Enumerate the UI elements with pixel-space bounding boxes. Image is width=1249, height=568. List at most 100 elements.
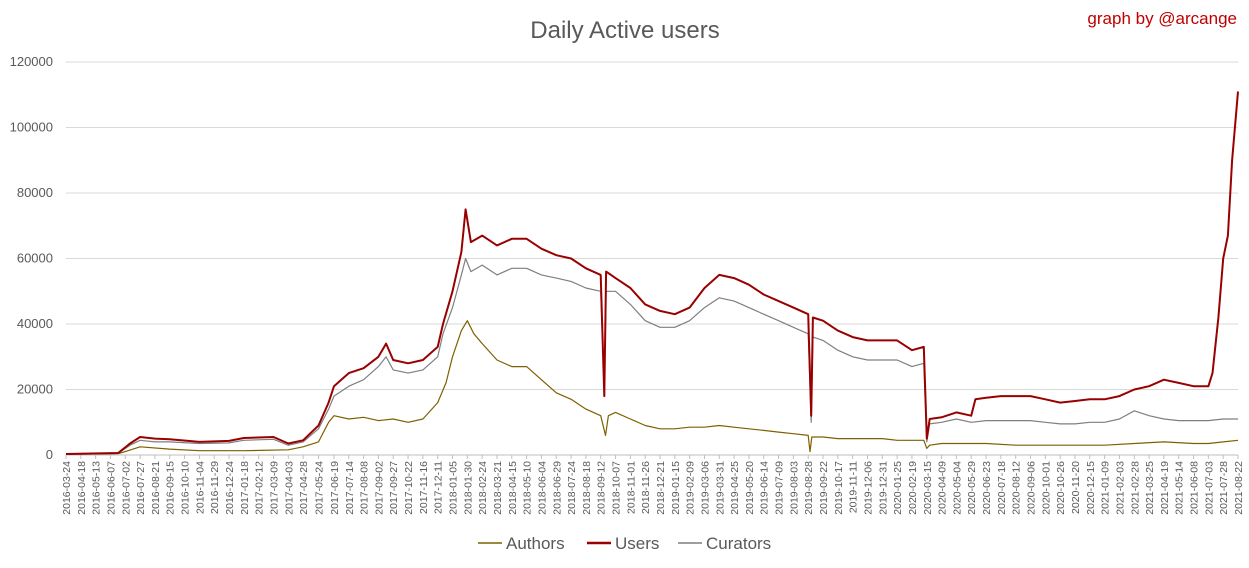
y-tick-label-0: 0 [46,447,53,462]
x-tick-label-2016-07-02: 2016-07-02 [120,461,132,515]
x-tick-label-2021-02-03: 2021-02-03 [1114,461,1126,515]
y-tick-label-80000: 80000 [17,185,53,200]
x-tick-label-2018-10-07: 2018-10-07 [611,461,623,515]
x-tick-label-2021-08-22: 2021-08-22 [1233,461,1245,515]
x-tick-label-2019-10-17: 2019-10-17 [833,461,845,515]
x-tick-label-2017-07-14: 2017-07-14 [344,461,356,515]
x-tick-label-2019-12-31: 2019-12-31 [877,461,889,515]
legend-label-curators: Curators [706,534,771,553]
x-tick-label-2018-11-26: 2018-11-26 [640,461,652,514]
x-axis: 2016-03-24 2016-04-18 2016-05-13 2016-06-07… [61,455,1245,515]
x-tick-label-2018-06-29: 2018-06-29 [551,461,563,515]
x-tick-label-2020-10-01: 2020-10-01 [1040,461,1052,515]
x-tick-label-2017-03-09: 2017-03-09 [268,461,280,515]
series-line-authors [65,320,1239,455]
x-tick-label-2019-05-20: 2019-05-20 [744,461,756,515]
x-tick-label-2019-04-25: 2019-04-25 [729,461,741,515]
x-tick-label-2018-07-24: 2018-07-24 [566,461,578,515]
x-tick-label-2020-02-19: 2020-02-19 [907,461,919,515]
y-tick-label-60000: 60000 [17,251,53,266]
x-tick-label-2017-04-28: 2017-04-28 [298,461,310,515]
x-tick-label-2016-12-24: 2016-12-24 [224,461,236,515]
x-tick-label-2020-03-15: 2020-03-15 [922,461,934,515]
x-tick-label-2019-11-11: 2019-11-11 [848,461,860,513]
x-tick-label-2020-01-25: 2020-01-25 [892,461,904,515]
x-tick-label-2016-08-21: 2016-08-21 [150,461,162,515]
x-tick-label-2019-03-31: 2019-03-31 [714,461,726,515]
y-axis: 0 20000 40000 60000 80000 100000 120000 [10,54,1238,462]
y-tick-label-20000: 20000 [17,382,53,397]
x-tick-label-2020-09-06: 2020-09-06 [1026,461,1038,515]
y-tick-label-120000: 120000 [10,54,53,69]
x-tick-label-2021-07-03: 2021-07-03 [1203,461,1215,515]
x-tick-label-2020-12-15: 2020-12-15 [1085,461,1097,515]
x-tick-label-2018-03-21: 2018-03-21 [492,461,504,515]
x-tick-label-2017-11-16: 2017-11-16 [418,461,430,514]
x-tick-label-2016-09-15: 2016-09-15 [165,461,177,515]
x-tick-label-2017-04-03: 2017-04-03 [283,461,295,515]
x-tick-label-2019-01-15: 2019-01-15 [670,461,682,515]
x-tick-label-2017-05-24: 2017-05-24 [314,461,326,515]
x-tick-label-2020-06-23: 2020-06-23 [981,461,993,515]
x-tick-label-2020-07-18: 2020-07-18 [996,461,1008,515]
x-tick-label-2016-11-04: 2016-11-04 [194,461,206,514]
chart-credit: graph by @arcange [1087,9,1237,28]
x-tick-label-2018-12-21: 2018-12-21 [655,461,667,515]
x-tick-label-2018-04-15: 2018-04-15 [507,461,519,515]
series-line-users [65,91,1239,455]
plot-area [65,91,1239,455]
chart-title: Daily Active users [530,17,719,44]
x-tick-label-2021-02-28: 2021-02-28 [1129,461,1141,515]
x-tick-label-2016-05-13: 2016-05-13 [91,461,103,515]
x-tick-label-2017-09-02: 2017-09-02 [373,461,385,515]
x-tick-label-2019-02-09: 2019-02-09 [685,461,697,515]
x-tick-label-2020-10-26: 2020-10-26 [1055,461,1067,515]
x-tick-label-2018-11-01: 2018-11-01 [625,461,637,514]
x-tick-label-2020-04-09: 2020-04-09 [937,461,949,515]
x-tick-label-2016-11-29: 2016-11-29 [209,461,221,514]
x-tick-label-2017-12-11: 2017-12-11 [433,461,445,514]
x-tick-label-2016-03-24: 2016-03-24 [61,461,73,515]
x-tick-label-2016-06-07: 2016-06-07 [105,461,117,515]
legend-label-users: Users [615,534,659,553]
legend-label-authors: Authors [506,534,565,553]
x-tick-label-2019-06-14: 2019-06-14 [759,461,771,515]
x-tick-label-2017-01-18: 2017-01-18 [239,461,251,515]
x-tick-label-2017-02-12: 2017-02-12 [254,461,266,515]
x-tick-label-2018-05-10: 2018-05-10 [522,461,534,515]
x-tick-label-2021-05-14: 2021-05-14 [1174,461,1186,515]
x-tick-label-2019-03-06: 2019-03-06 [699,461,711,515]
x-tick-label-2018-06-04: 2018-06-04 [536,461,548,515]
x-tick-label-2016-10-10: 2016-10-10 [180,461,192,515]
x-tick-label-2018-08-18: 2018-08-18 [581,461,593,515]
x-tick-label-2021-01-09: 2021-01-09 [1100,461,1112,515]
x-tick-label-2016-04-18: 2016-04-18 [76,461,88,515]
x-tick-label-2018-02-24: 2018-02-24 [477,461,489,515]
x-tick-label-2017-10-22: 2017-10-22 [403,461,415,515]
x-tick-label-2019-09-22: 2019-09-22 [818,461,830,515]
x-tick-label-2019-12-06: 2019-12-06 [862,461,874,515]
gridlines [66,61,1238,390]
y-tick-label-40000: 40000 [17,316,53,331]
x-tick-label-2017-08-08: 2017-08-08 [359,461,371,515]
x-tick-label-2017-06-19: 2017-06-19 [329,461,341,515]
x-tick-label-2018-01-05: 2018-01-05 [448,461,460,515]
x-tick-label-2018-01-30: 2018-01-30 [462,461,474,515]
legend: Authors Users Curators [478,534,771,553]
x-tick-label-2020-05-04: 2020-05-04 [951,461,963,515]
x-tick-label-2021-03-25: 2021-03-25 [1144,461,1156,515]
x-tick-label-2019-07-09: 2019-07-09 [774,461,786,515]
x-tick-label-2020-08-12: 2020-08-12 [1011,461,1023,515]
series-line-curators [65,257,1238,455]
y-tick-label-100000: 100000 [10,120,53,135]
x-tick-label-2021-07-28: 2021-07-28 [1218,461,1230,515]
x-tick-label-2021-04-19: 2021-04-19 [1159,461,1171,515]
x-tick-label-2020-05-29: 2020-05-29 [966,461,978,515]
x-tick-label-2021-06-08: 2021-06-08 [1189,461,1201,515]
x-tick-label-2017-09-27: 2017-09-27 [388,461,400,515]
x-tick-label-2016-07-27: 2016-07-27 [135,461,147,515]
x-tick-label-2019-08-03: 2019-08-03 [788,461,800,515]
x-tick-label-2020-11-20: 2020-11-20 [1070,461,1082,514]
x-tick-label-2019-08-28: 2019-08-28 [803,461,815,515]
